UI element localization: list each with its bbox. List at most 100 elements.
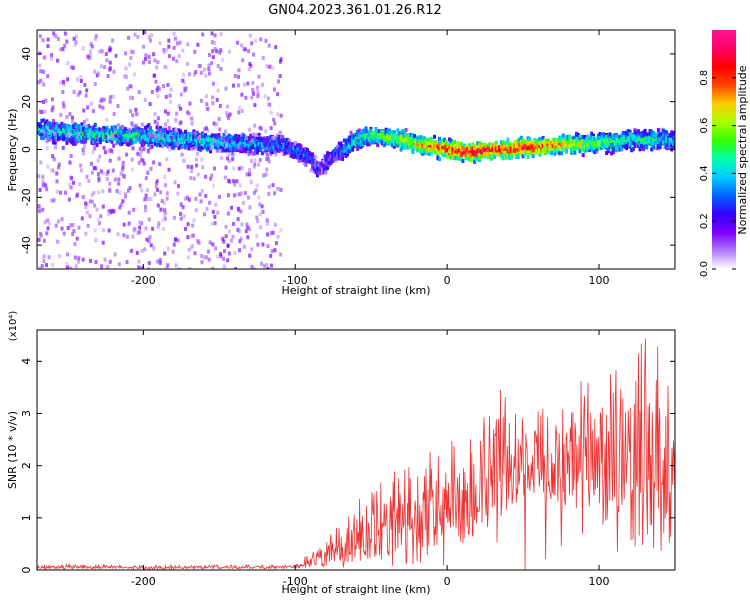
spectrogram-cell (486, 154, 490, 159)
spectrogram-cell (212, 121, 216, 126)
spectrogram-cell (137, 134, 141, 139)
spectrogram-cell (626, 132, 630, 137)
spectrogram-cell (240, 132, 244, 137)
spectrogram-cell (665, 144, 669, 149)
spectrogram-cell (86, 54, 90, 59)
spectrogram-cell (211, 49, 215, 54)
spectrogram-cell (238, 192, 242, 197)
spectrogram-cell (446, 148, 450, 153)
spectrogram-cell (473, 153, 477, 158)
spectrogram-cell (291, 154, 294, 159)
spectrogram-cell (189, 137, 193, 142)
spectrogram-cell (509, 155, 513, 160)
spectrogram-cell (289, 143, 293, 148)
spectrogram-cell (275, 241, 278, 246)
spectrogram-cell (75, 236, 79, 241)
spectrogram-cell (97, 190, 101, 195)
spectrogram-cell (493, 149, 497, 154)
spectrogram-cell (193, 72, 197, 77)
spectrogram-cell (108, 45, 112, 50)
spectrogram-cell (196, 136, 200, 141)
spectrogram-cell (273, 222, 277, 227)
spectrogram-cell (166, 144, 170, 149)
spectrogram-cell (326, 151, 330, 156)
spectrogram-cell (366, 134, 370, 139)
spectrogram-cell (57, 130, 61, 134)
spectrogram-cell (402, 143, 406, 148)
spectrogram-cell (230, 238, 233, 243)
spectrogram-cell (145, 124, 149, 129)
spectrogram-cell (45, 146, 49, 151)
spectrogram-cell (401, 129, 405, 133)
spectrogram-cell (371, 135, 375, 140)
spectrogram-cell (367, 135, 371, 140)
spectrogram-cell (194, 146, 198, 151)
spectrogram-cell (406, 145, 410, 150)
spectrogram-cell (241, 58, 245, 63)
spectrogram-cell (127, 221, 131, 226)
spectrogram-cell (628, 129, 632, 134)
spectrogram-cell (265, 167, 269, 172)
spectrogram-cell (277, 148, 281, 153)
spectrogram-cell (242, 47, 246, 52)
spectrogram-cell (645, 135, 649, 140)
spectrogram-cell (274, 139, 278, 144)
spectrogram-cell (108, 158, 112, 163)
spectrogram-cell (155, 181, 159, 186)
spectrogram-cell (117, 156, 121, 161)
spectrogram-cell (563, 141, 567, 146)
spectrogram-cell (237, 208, 241, 213)
spectrogram-cell (172, 31, 176, 36)
spectrogram-cell (272, 87, 276, 92)
spectrogram-cell (242, 136, 246, 141)
spectrogram-cell (100, 264, 104, 269)
spectrogram-cell (519, 138, 523, 143)
spectrogram-cell (37, 204, 41, 209)
spectrogram-cell (296, 155, 299, 160)
spectrogram-cell (278, 130, 282, 135)
spectrogram-cell (210, 173, 214, 178)
spectrogram-cell (519, 141, 523, 146)
spectrogram-cell (297, 154, 301, 159)
spectrogram-cell (274, 152, 278, 157)
spectrogram-cell (127, 35, 131, 40)
spectrogram-cell (255, 183, 259, 188)
spectrogram-cell (84, 93, 88, 98)
spectrogram-cell (464, 147, 468, 152)
spectrogram-cell (46, 218, 49, 223)
spectrogram-cell (259, 37, 263, 42)
spectrogram-cell (125, 152, 129, 157)
spectrogram-cell (441, 149, 445, 153)
spectrogram-cell (88, 128, 92, 133)
spectrogram-cell (640, 145, 644, 149)
spectrogram-cell (453, 140, 457, 145)
spectrogram-cell (128, 141, 132, 146)
spectrogram-cell (550, 140, 553, 145)
spectrogram-cell (371, 140, 375, 145)
spectrogram-cell (392, 136, 396, 141)
spectrogram-cell (187, 146, 191, 151)
spectrogram-cell (581, 134, 585, 139)
spectrogram-cell (354, 140, 358, 144)
spectrogram-cell (177, 146, 181, 150)
spectrogram-cell (226, 258, 230, 263)
spectrogram-cell (324, 157, 328, 161)
spectrogram-cell (107, 135, 111, 140)
spectrogram-cell (483, 142, 487, 147)
spectrogram-cell (443, 153, 446, 158)
spectrogram-cell (663, 145, 667, 150)
x-tick-label: 0 (444, 274, 451, 287)
spectrogram-cell (80, 128, 84, 133)
spectrogram-cell (115, 140, 119, 145)
spectrogram-cell (154, 184, 158, 189)
spectrogram-cell (222, 136, 225, 141)
spectrogram-cell (170, 136, 174, 140)
spectrogram-cell (53, 124, 57, 129)
spectrogram-cell (408, 139, 411, 144)
spectrogram-cell (359, 139, 363, 144)
spectrogram-cell (319, 168, 323, 173)
spectrogram-cell (625, 146, 629, 151)
spectrogram-cell (598, 146, 602, 151)
spectrogram-cell (209, 149, 213, 154)
spectrogram-cell (443, 149, 446, 154)
